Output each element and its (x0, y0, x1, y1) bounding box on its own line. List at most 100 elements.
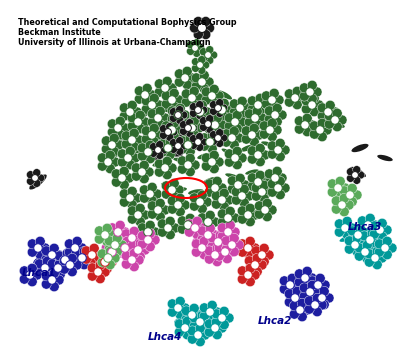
Ellipse shape (377, 155, 393, 161)
Circle shape (357, 171, 365, 179)
Circle shape (186, 129, 194, 137)
Circle shape (259, 194, 269, 204)
Circle shape (260, 100, 270, 110)
Circle shape (95, 260, 105, 270)
Circle shape (364, 257, 374, 267)
Circle shape (122, 250, 132, 259)
Circle shape (145, 154, 155, 164)
Circle shape (251, 191, 261, 201)
Circle shape (191, 247, 201, 257)
Circle shape (337, 115, 347, 125)
Circle shape (245, 217, 255, 227)
Circle shape (67, 267, 77, 277)
Circle shape (197, 324, 207, 334)
Ellipse shape (256, 204, 268, 208)
Circle shape (54, 251, 64, 261)
Circle shape (219, 306, 229, 316)
Circle shape (195, 337, 205, 347)
Circle shape (319, 299, 329, 310)
Circle shape (301, 274, 309, 282)
Circle shape (54, 259, 64, 269)
Circle shape (154, 79, 164, 89)
Circle shape (169, 192, 179, 202)
Circle shape (201, 161, 211, 171)
Circle shape (237, 110, 247, 120)
Circle shape (48, 251, 56, 259)
Circle shape (160, 146, 168, 154)
Circle shape (309, 121, 319, 131)
Circle shape (112, 233, 122, 243)
Circle shape (259, 257, 269, 267)
Circle shape (54, 275, 64, 285)
Circle shape (127, 113, 137, 123)
Circle shape (101, 251, 111, 261)
Circle shape (362, 254, 372, 264)
Circle shape (244, 191, 254, 201)
Circle shape (297, 298, 307, 308)
Circle shape (312, 87, 322, 97)
Circle shape (127, 249, 137, 259)
Circle shape (175, 310, 185, 320)
Circle shape (32, 175, 38, 181)
Circle shape (110, 157, 120, 167)
Circle shape (302, 280, 312, 290)
Circle shape (352, 247, 362, 257)
Circle shape (369, 221, 379, 231)
Circle shape (247, 181, 257, 191)
Circle shape (147, 90, 157, 100)
Ellipse shape (29, 175, 47, 189)
Circle shape (26, 271, 34, 279)
Text: University of Illinois at Urbana-Champaign: University of Illinois at Urbana-Champai… (18, 38, 211, 47)
Circle shape (204, 121, 211, 127)
Circle shape (372, 246, 382, 256)
Circle shape (381, 244, 389, 252)
Circle shape (231, 154, 239, 162)
Circle shape (217, 120, 227, 130)
Ellipse shape (218, 91, 232, 99)
Ellipse shape (180, 329, 196, 335)
Circle shape (42, 270, 52, 280)
Circle shape (307, 94, 317, 104)
Ellipse shape (199, 216, 211, 220)
Circle shape (101, 231, 109, 239)
Circle shape (247, 96, 257, 106)
Circle shape (194, 139, 202, 145)
Circle shape (59, 264, 69, 274)
Circle shape (334, 219, 344, 229)
Circle shape (129, 262, 139, 272)
Circle shape (139, 185, 149, 195)
Circle shape (209, 98, 219, 108)
Circle shape (211, 317, 221, 327)
Circle shape (299, 83, 309, 93)
Circle shape (301, 96, 311, 106)
Circle shape (35, 236, 45, 246)
Ellipse shape (373, 242, 387, 248)
Circle shape (161, 84, 169, 92)
Circle shape (317, 118, 327, 129)
Circle shape (272, 180, 282, 190)
Circle shape (354, 243, 364, 253)
Circle shape (174, 143, 182, 149)
Circle shape (301, 104, 311, 114)
Circle shape (299, 91, 309, 101)
Circle shape (225, 220, 235, 230)
Ellipse shape (117, 128, 133, 142)
Circle shape (206, 125, 214, 133)
Circle shape (224, 121, 234, 131)
Circle shape (212, 257, 222, 267)
Circle shape (182, 330, 192, 339)
Circle shape (119, 197, 129, 207)
Circle shape (261, 91, 271, 101)
Circle shape (115, 234, 125, 244)
Circle shape (140, 117, 150, 127)
Text: Theoretical and Computational Bophysics Group: Theoretical and Computational Bophysics … (18, 18, 237, 27)
Circle shape (109, 147, 119, 157)
Circle shape (199, 303, 209, 313)
Circle shape (272, 166, 282, 176)
Circle shape (62, 262, 72, 272)
Circle shape (204, 246, 214, 256)
Circle shape (177, 156, 187, 166)
Circle shape (187, 73, 197, 83)
Circle shape (128, 256, 136, 264)
Circle shape (297, 293, 307, 303)
